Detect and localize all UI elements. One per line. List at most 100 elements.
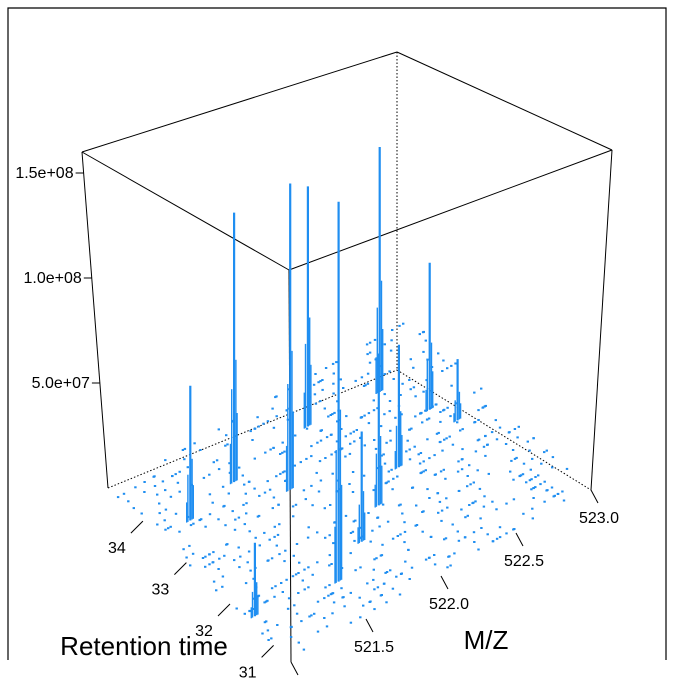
floor-point: [376, 467, 379, 470]
floor-point: [243, 612, 246, 615]
floor-point: [233, 528, 237, 531]
floor-point: [495, 438, 499, 441]
floor-point: [367, 512, 370, 514]
floor-point: [342, 387, 345, 389]
floor-point: [446, 566, 449, 569]
floor-point: [372, 409, 376, 412]
floor-point: [483, 405, 486, 408]
floor-point: [245, 512, 248, 515]
y-tick-mark: [261, 645, 274, 658]
floor-point: [306, 536, 310, 539]
floor-point: [394, 416, 397, 419]
floor-point: [153, 485, 157, 487]
floor-point: [275, 544, 278, 547]
floor-point: [474, 500, 477, 503]
z-tick-label: 5.0e+07: [32, 375, 90, 392]
floor-point: [272, 496, 276, 499]
floor-point: [246, 561, 249, 564]
floor-point: [353, 539, 356, 542]
floor-point: [329, 504, 332, 506]
floor-point: [400, 572, 403, 575]
floor-point: [122, 492, 126, 495]
floor-point: [349, 591, 352, 594]
floor-point: [237, 546, 240, 549]
floor-point: [253, 427, 257, 430]
floor-point: [330, 433, 333, 436]
floor-point: [449, 415, 452, 418]
floor-point: [270, 637, 273, 640]
floor-point: [363, 414, 366, 417]
floor-point: [243, 523, 246, 526]
floor-point: [453, 552, 456, 555]
floor-point: [263, 531, 266, 534]
floor-point: [375, 557, 378, 560]
floor-point: [478, 487, 482, 490]
floor-point: [310, 484, 313, 487]
floor-point: [479, 517, 482, 520]
floor-point: [319, 400, 322, 403]
floor-point: [409, 388, 412, 391]
floor-point: [247, 480, 251, 483]
floor-point: [295, 612, 299, 615]
floor-point: [176, 481, 180, 484]
floor-point: [539, 483, 542, 486]
floor-point: [164, 489, 167, 492]
floor-point: [415, 524, 419, 526]
floor-point: [419, 452, 423, 454]
floor-point: [427, 417, 431, 420]
floor-point: [464, 516, 467, 519]
floor-point: [278, 523, 281, 526]
floor-point: [340, 447, 343, 450]
floor-point: [421, 331, 425, 334]
floor-point: [224, 444, 227, 447]
floor-point: [495, 537, 499, 540]
floor-point: [217, 468, 221, 471]
floor-point: [424, 469, 427, 472]
floor-point: [543, 500, 546, 503]
floor-point: [271, 407, 274, 410]
floor-point: [366, 353, 369, 356]
floor-point: [367, 412, 371, 415]
floor-point: [211, 561, 214, 564]
floor-point: [504, 443, 508, 445]
box-edge-floor-back: [107, 369, 398, 489]
floor-point: [336, 420, 339, 423]
floor-point: [385, 441, 388, 444]
floor-point: [408, 458, 412, 461]
floor-point: [513, 528, 516, 530]
floor-point: [212, 580, 216, 583]
x-tick-mark: [290, 661, 299, 676]
floor-point: [300, 620, 303, 623]
floor-point: [461, 458, 464, 461]
floor-point: [297, 572, 300, 574]
floor-point: [294, 503, 298, 506]
floor-point: [208, 553, 211, 556]
floor-point: [373, 608, 376, 611]
floor-point: [450, 364, 453, 367]
floor-point: [531, 507, 534, 510]
floor-point: [303, 568, 306, 571]
floor-point: [466, 485, 469, 488]
floor-point: [269, 448, 272, 451]
floor-point: [498, 426, 502, 429]
floor-point: [283, 560, 286, 563]
floor-point: [264, 600, 268, 603]
floor-point: [156, 493, 159, 496]
floor-point: [270, 557, 274, 560]
floor-point: [285, 409, 289, 412]
floor-point: [531, 517, 534, 520]
floor-point: [380, 554, 384, 557]
floor-point: [305, 457, 308, 460]
floor-point: [532, 487, 535, 489]
floor-point: [344, 435, 347, 438]
floor-point: [217, 428, 220, 431]
floor-point: [331, 472, 334, 475]
floor-point: [382, 453, 385, 456]
floor-point: [352, 520, 355, 523]
floor-point: [516, 436, 519, 439]
floor-point: [444, 477, 447, 480]
floor-point: [401, 382, 404, 385]
floor-point: [340, 587, 343, 590]
floor-point: [421, 421, 424, 424]
floor-point: [332, 542, 335, 545]
